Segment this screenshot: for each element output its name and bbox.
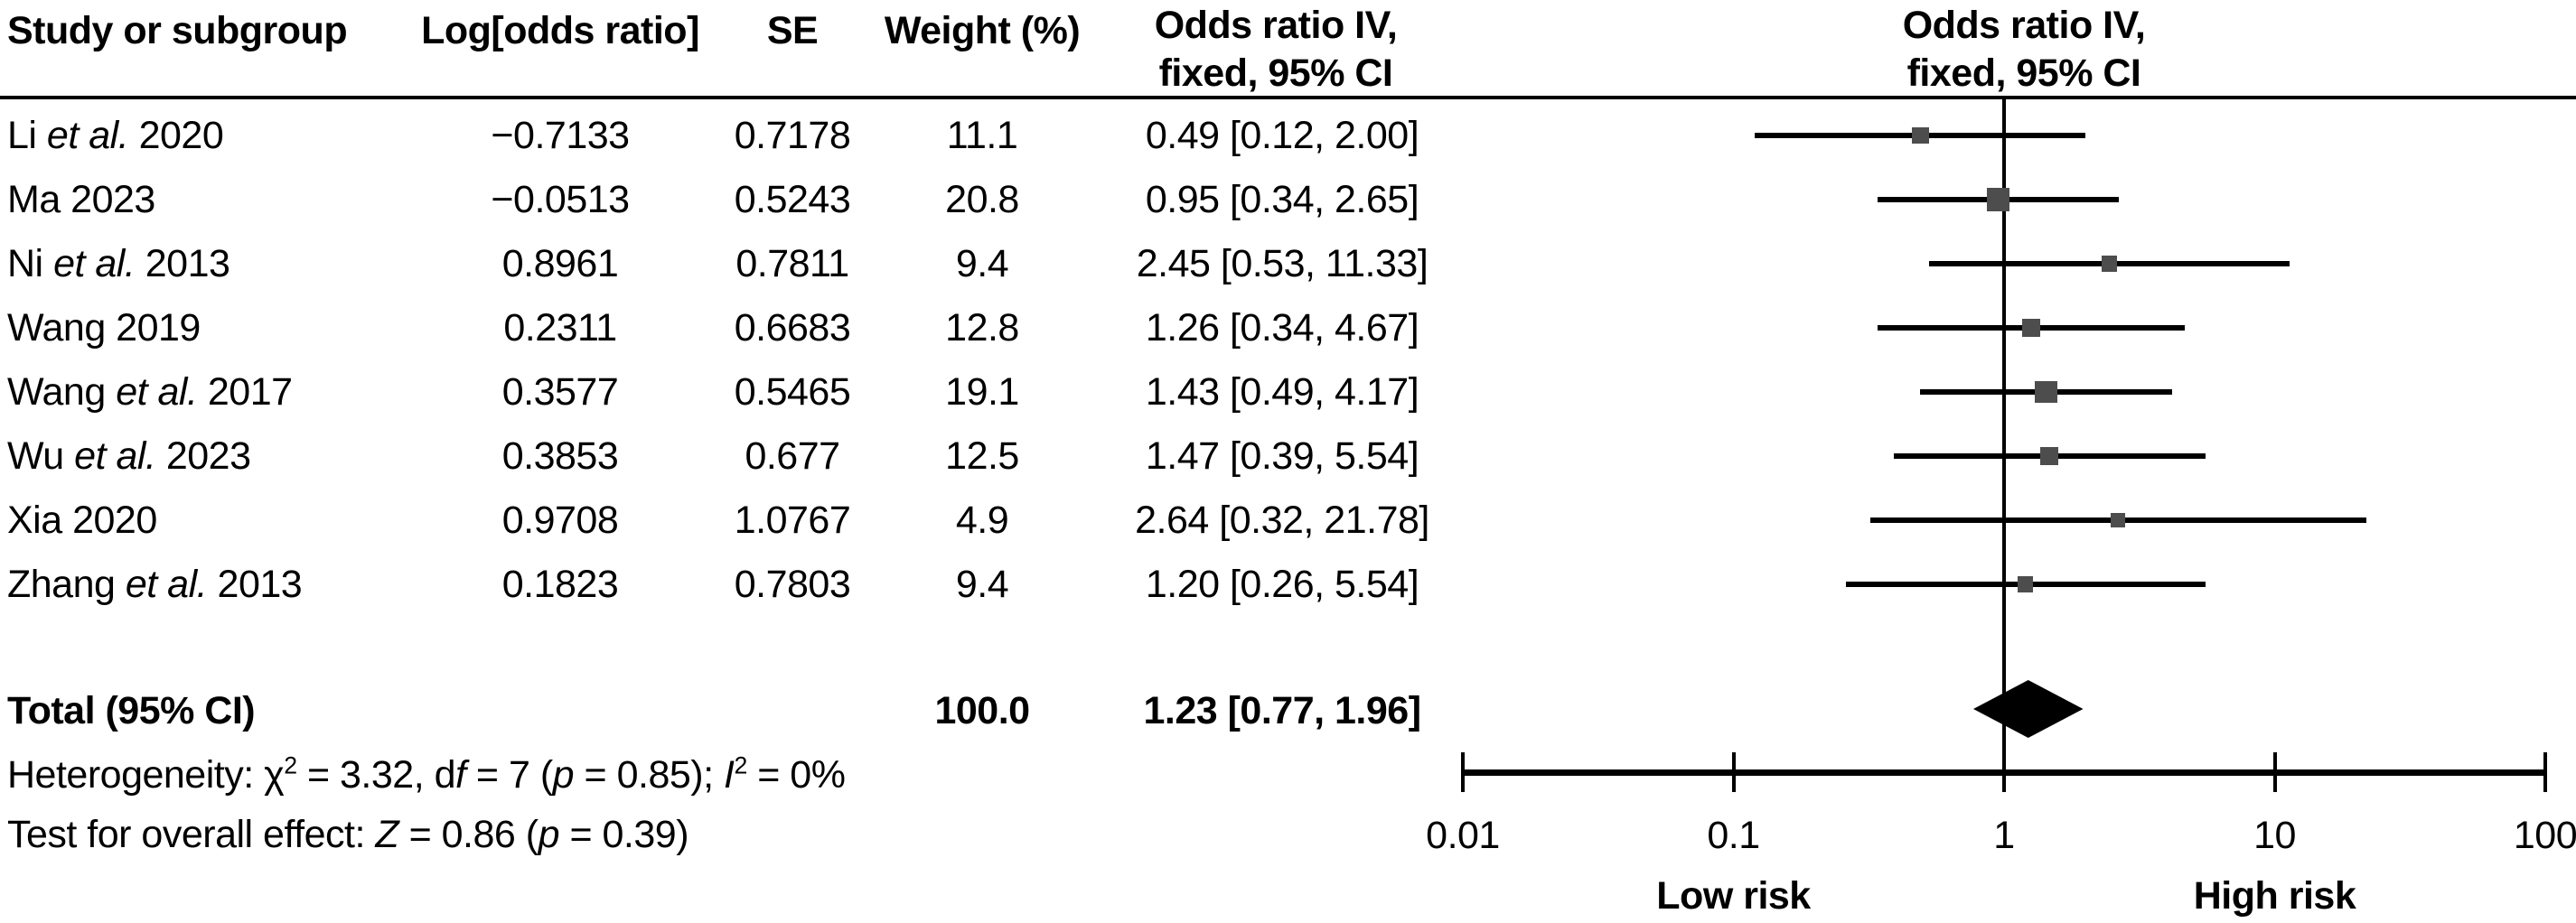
point-estimate-square [2018,576,2034,592]
x-axis-tick [2002,752,2006,792]
column-header-log-odds-ratio: Log[odds ratio] [421,9,699,52]
log-odds-ratio-value: 0.8961 [501,242,619,285]
column-header-or-ci-text-line1: Odds ratio IV, [1154,4,1398,47]
or-ci-value: 1.43 [0.49, 4.17] [1145,370,1419,414]
or-ci-value: 1.26 [0.34, 4.67] [1145,306,1419,350]
se-value: 0.7811 [735,242,849,285]
pooled-estimate-diamond [1973,680,2084,738]
weight-value: 20.8 [945,178,1019,221]
column-header-se: SE [766,9,819,52]
x-axis-tick-label: 1 [1993,814,2015,857]
x-axis-tick [2543,752,2547,792]
point-estimate-square [2035,380,2057,404]
se-value: 0.7803 [734,563,851,606]
total-row-label: Total (95% CI) [7,689,256,732]
point-estimate-square [2101,256,2118,272]
weight-value: 4.9 [955,499,1009,542]
weight-value: 19.1 [945,370,1019,414]
se-value: 0.5243 [734,178,851,221]
column-header-or-ci-text: Odds ratio IV, fixed, 95% CI [1155,2,1398,98]
weight-value: 9.4 [955,242,1009,285]
column-header-or-ci-plot-line2: fixed, 95% CI [1906,51,2141,95]
weight-value: 12.5 [945,434,1019,478]
column-header-or-ci-plot-line1: Odds ratio IV, [1902,4,2146,47]
low-risk-label: Low risk [1656,874,1811,918]
study-label: Zhang et al. 2013 [7,563,303,606]
x-axis-tick [2272,752,2277,792]
total-row-or-ci: 1.23 [0.77, 1.96] [1143,689,1421,732]
x-axis-tick [1461,752,1465,792]
overall-effect-test: Test for overall effect: Z = 0.86 (p = 0… [7,813,689,856]
total-row-weight: 100.0 [934,689,1030,732]
log-odds-ratio-value: 0.9708 [501,499,619,542]
study-label: Wang 2019 [7,306,201,350]
x-axis-tick-label: 10 [2253,814,2296,857]
column-header-or-ci-plot: Odds ratio IV, fixed, 95% CI [1903,2,2146,98]
se-value: 0.7178 [734,114,851,157]
no-effect-line [2002,99,2006,792]
log-odds-ratio-value: −0.7133 [491,114,630,157]
or-ci-value: 2.64 [0.32, 21.78] [1135,499,1429,542]
or-ci-value: 2.45 [0.53, 11.33] [1136,242,1429,285]
or-ci-value: 1.47 [0.39, 5.54] [1145,434,1419,478]
se-value: 1.0767 [734,499,851,542]
heterogeneity-statistics: Heterogeneity: χ2 = 3.32, df = 7 (p = 0.… [7,751,846,797]
x-axis-tick [1731,752,1736,792]
study-label: Li et al. 2020 [7,114,224,157]
log-odds-ratio-value: 0.3577 [501,370,619,414]
study-label: Xia 2020 [7,499,157,542]
weight-value: 9.4 [955,563,1009,606]
se-value: 0.677 [745,434,840,478]
study-label: Ni et al. 2013 [7,242,230,285]
point-estimate-square [2111,513,2126,527]
se-value: 0.6683 [734,306,851,350]
study-label: Wang et al. 2017 [7,370,293,414]
column-header-or-ci-text-line2: fixed, 95% CI [1158,51,1393,95]
point-estimate-square [1911,126,1929,145]
x-axis-tick-label: 100 [2513,814,2576,857]
weight-value: 12.8 [945,306,1019,350]
point-estimate-square [2022,318,2041,337]
or-ci-value: 0.49 [0.12, 2.00] [1145,114,1419,157]
study-label: Wu et al. 2023 [7,434,251,478]
se-value: 0.5465 [734,370,851,414]
weight-value: 11.1 [946,114,1018,157]
point-estimate-square [1986,188,2010,211]
log-odds-ratio-value: −0.0513 [491,178,630,221]
high-risk-label: High risk [2193,874,2356,918]
header-rule [0,96,2576,99]
log-odds-ratio-value: 0.3853 [501,434,619,478]
x-axis-tick-label: 0.01 [1426,814,1500,857]
log-odds-ratio-value: 0.1823 [501,563,619,606]
column-header-weight: Weight (%) [884,9,1081,52]
point-estimate-square [2040,447,2058,465]
column-header-study: Study or subgroup [7,9,348,52]
or-ci-value: 0.95 [0.34, 2.65] [1145,178,1419,221]
log-odds-ratio-value: 0.2311 [503,306,617,350]
x-axis-tick-label: 0.1 [1707,814,1760,857]
or-ci-value: 1.20 [0.26, 5.54] [1145,563,1419,606]
study-label: Ma 2023 [7,178,155,221]
